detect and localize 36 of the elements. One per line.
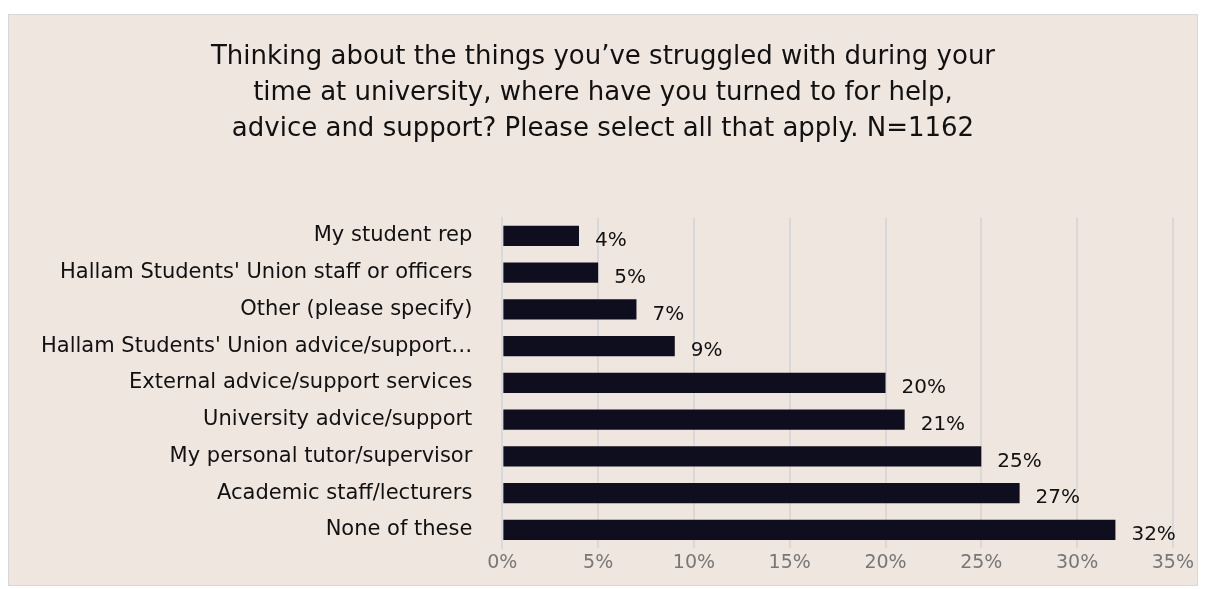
bar	[503, 225, 579, 247]
chart-title: Thinking about the things you’ve struggled with during your time at university, where have you turned to for help, advice and support? Please select all that apply. N=1162	[209, 39, 997, 144]
x-tick-label: 0%	[487, 549, 518, 572]
data-label: 9%	[690, 337, 723, 362]
x-tick-label: 30%	[1055, 549, 1099, 572]
y-tick-label: Academic staff/lecturers	[217, 479, 473, 504]
y-tick-label: Hallam Students' Union advice/support…	[40, 332, 473, 357]
data-label: 4%	[594, 227, 627, 252]
data-label: 20%	[901, 374, 946, 399]
x-tick-label: 15%	[768, 549, 811, 572]
bar	[503, 336, 675, 357]
bar	[503, 372, 886, 393]
data-label: 21%	[920, 410, 966, 435]
y-tick-label: External advice/support services	[129, 369, 473, 394]
data-label: 25%	[997, 447, 1042, 472]
bar	[503, 483, 1020, 504]
x-tick-label: 10%	[672, 549, 716, 572]
y-tick-label: Other (please specify)	[240, 295, 473, 320]
y-tick-label: None of these	[325, 516, 473, 541]
x-tick-label: 25%	[960, 549, 1003, 572]
data-label: 32%	[1131, 521, 1176, 546]
y-tick-label: My personal tutor/supervisor	[169, 442, 473, 467]
y-tick-label: My student rep	[313, 222, 473, 247]
y-tick-label: University advice/support	[203, 406, 473, 431]
x-tick-label: 35%	[1151, 549, 1194, 572]
data-label: 5%	[614, 263, 646, 288]
bar	[503, 409, 905, 430]
x-tick-label: 5%	[583, 549, 614, 572]
y-tick-label: Hallam Students' Union staff or officers	[60, 259, 473, 284]
bar	[503, 262, 599, 283]
bar	[503, 519, 1116, 540]
data-label: 7%	[652, 300, 685, 325]
bar	[503, 446, 982, 467]
bar	[503, 299, 637, 320]
data-label: 27%	[1035, 484, 1081, 509]
x-tick-label: 20%	[864, 549, 907, 572]
